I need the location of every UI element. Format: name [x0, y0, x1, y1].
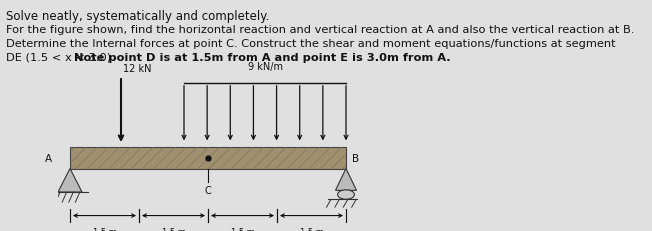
Text: 1.5 m: 1.5 m: [231, 227, 254, 231]
Text: A: A: [45, 153, 52, 163]
Polygon shape: [58, 169, 82, 192]
Text: 1.5 m: 1.5 m: [299, 227, 323, 231]
Text: Determine the Internal forces at point C. Construct the shear and moment equatio: Determine the Internal forces at point C…: [6, 39, 615, 49]
Bar: [70, 147, 346, 169]
Text: 1.5 m: 1.5 m: [162, 227, 185, 231]
Bar: [70, 147, 346, 169]
Polygon shape: [336, 169, 357, 191]
Text: C: C: [205, 185, 211, 195]
Text: 1.5 m: 1.5 m: [93, 227, 117, 231]
Text: B: B: [352, 153, 359, 163]
Text: Solve neatly, systematically and completely.: Solve neatly, systematically and complet…: [6, 10, 269, 23]
Text: 9 kN/m: 9 kN/m: [248, 62, 282, 72]
Text: Note point D is at 1.5m from A and point E is 3.0m from A.: Note point D is at 1.5m from A and point…: [74, 53, 451, 63]
Text: For the figure shown, find the horizontal reaction and vertical reaction at A an: For the figure shown, find the horizonta…: [6, 25, 634, 35]
Text: 12 kN: 12 kN: [123, 64, 151, 73]
Circle shape: [338, 190, 355, 199]
Text: DE (1.5 < x < 3.0).: DE (1.5 < x < 3.0).: [6, 53, 115, 63]
